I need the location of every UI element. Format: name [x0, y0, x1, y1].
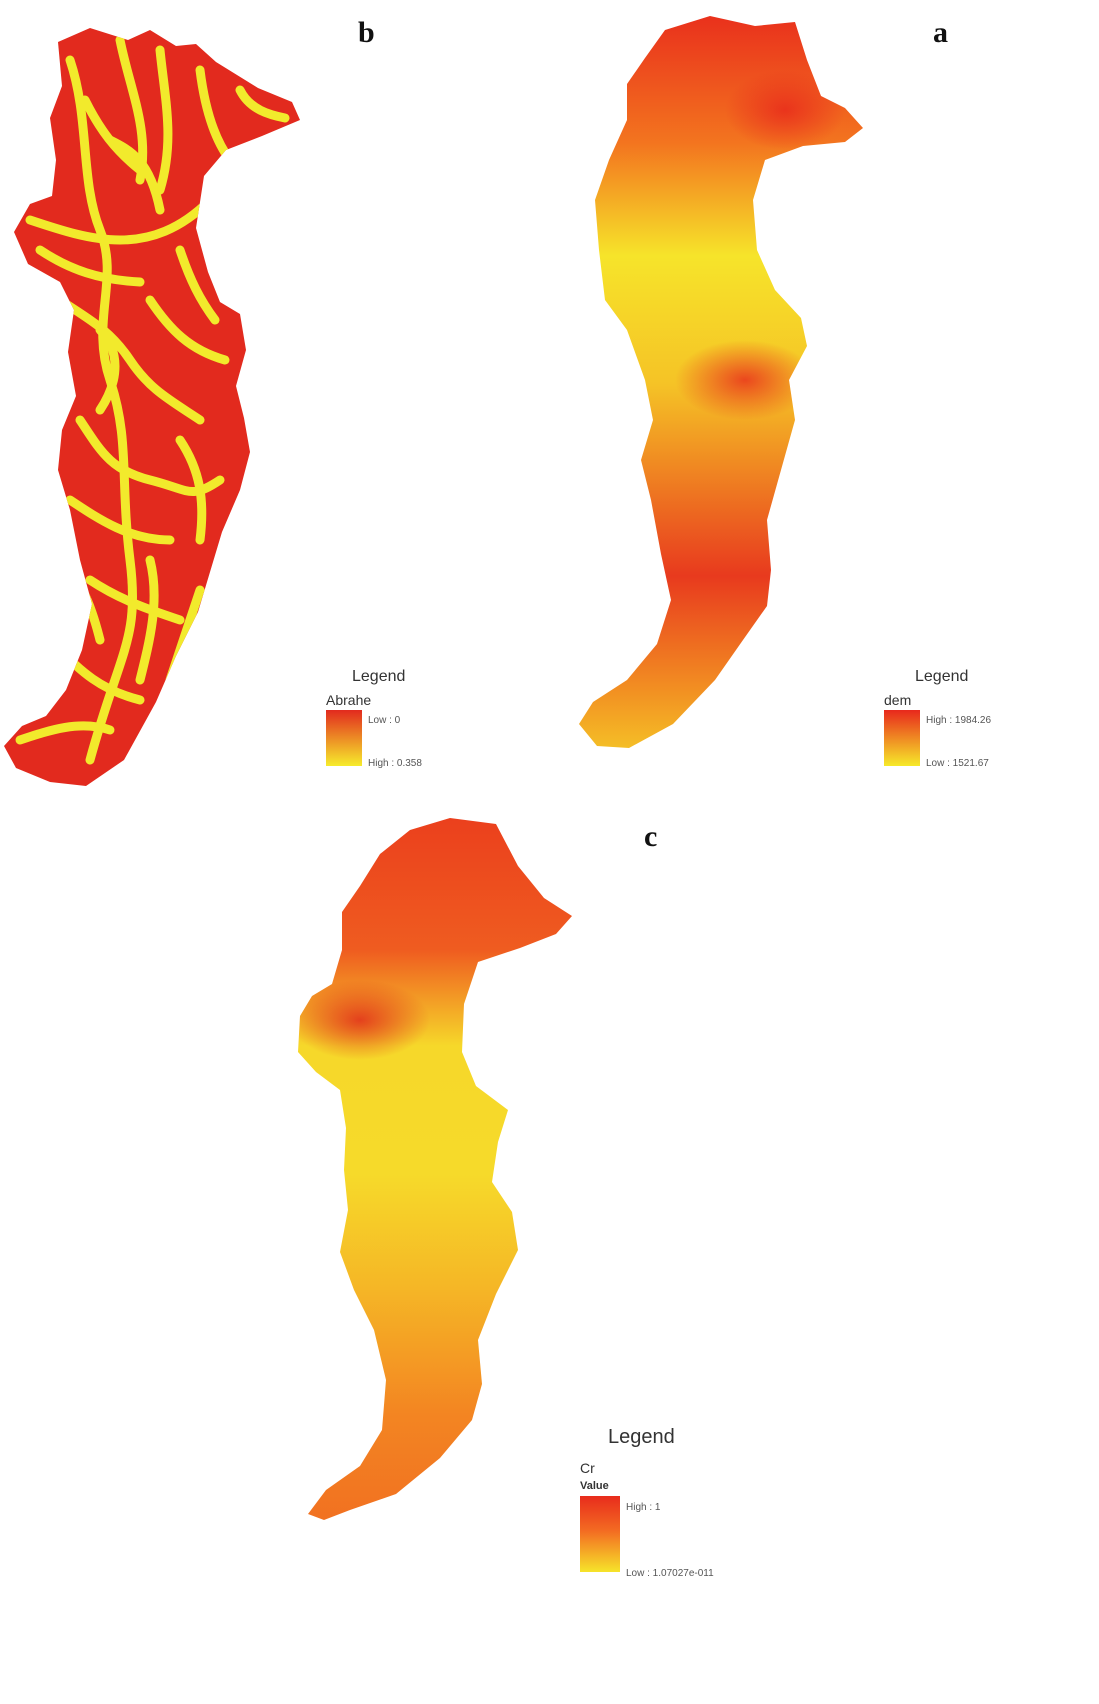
- legend-a: Legend dem High : 1984.26 Low : 1521.67: [880, 660, 1095, 780]
- legend-label-low-a: Low : 1521.67: [926, 758, 989, 769]
- legend-b: Legend Abrahe Low : 0 High : 0.358: [320, 660, 520, 780]
- legend-label-high-c: High : 1: [626, 1502, 661, 1513]
- legend-layer-c: Cr: [580, 1460, 595, 1476]
- legend-label-low-c: Low : 1.07027e-011: [626, 1568, 714, 1579]
- panel-letter-a: a: [933, 16, 948, 49]
- legend-title-b: Legend: [352, 668, 406, 685]
- panel-c: c Legend Cr Value High : 1 Low : 1.07027…: [250, 790, 770, 1704]
- panel-b: b Legend Abrahe Low : 0 High : 0.358: [0, 0, 545, 790]
- panel-letter-c: c: [644, 820, 658, 853]
- panel-a: a Legend dem High : 1984.26 Low : 1521.6…: [545, 0, 1099, 790]
- map-a-dem: [579, 16, 863, 748]
- map-c-cr: [298, 818, 572, 1520]
- legend-label-high-a: High : 1984.26: [926, 715, 992, 726]
- legend-ramp-a: [884, 710, 920, 766]
- legend-layer-a: dem: [884, 692, 912, 708]
- legend-sub-c: Value: [580, 1480, 609, 1492]
- panel-letter-b: b: [358, 16, 375, 49]
- legend-title-c: Legend: [608, 1426, 675, 1448]
- legend-label-top-b: Low : 0: [368, 715, 401, 726]
- map-b-abrahe: [4, 28, 300, 786]
- legend-c: Legend Cr Value High : 1 Low : 1.07027e-…: [576, 1410, 766, 1700]
- legend-ramp-c: [580, 1496, 620, 1572]
- legend-label-bottom-b: High : 0.358: [368, 758, 422, 769]
- legend-ramp-b: [326, 710, 362, 766]
- legend-title-a: Legend: [915, 668, 969, 685]
- legend-layer-b: Abrahe: [326, 692, 372, 708]
